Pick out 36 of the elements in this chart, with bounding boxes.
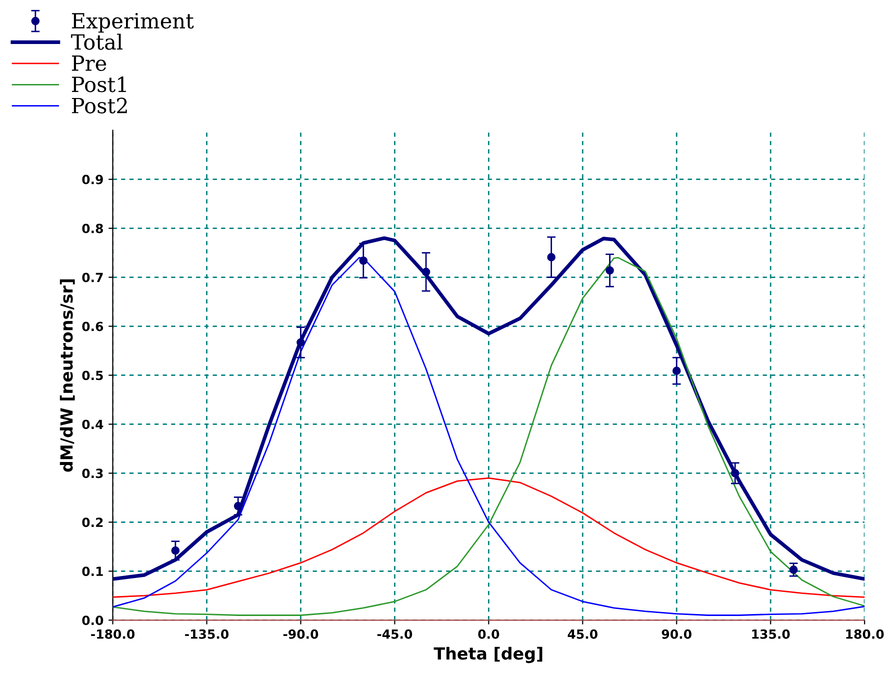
x-tick-label: 90.0 [662,629,692,639]
legend-label: Post2 [72,98,127,114]
y-tick-label: 0.9 [82,174,103,184]
y-tick-label: 0.8 [82,224,103,234]
line-series [112,477,865,598]
x-tick-label: -180.0 [91,629,135,639]
y-tick-label: 0.2 [82,518,103,528]
legend-label: Post1 [72,76,126,92]
x-tick-label: 180.0 [846,629,884,639]
x-tick-label: 0.0 [478,629,500,639]
y-tick-label: 0.3 [82,468,103,478]
x-axis-title: Theta [deg] [434,646,542,664]
point [730,469,740,478]
x-tick-label: -45.0 [377,629,412,639]
point [547,253,556,262]
y-tick-label: 0.1 [82,566,103,576]
point [606,266,614,275]
x-tick-label: 45.0 [568,629,598,639]
y-tick-label: 0.4 [82,420,104,430]
point [359,256,368,265]
y-tick-label: 0.0 [82,616,104,626]
point [171,546,180,555]
legend-label: Pre [72,56,106,72]
legend-label: Total [71,34,122,50]
x-tick-label: 135.0 [752,629,790,639]
x-tick-label: -135.0 [185,629,229,639]
point [296,338,305,347]
y-tick-label: 0.6 [82,322,104,332]
point [422,268,430,276]
point [789,566,798,574]
legend-label: Experiment [72,13,194,33]
y-axis-title: dM/dW [neutrons/sr] [60,279,75,472]
y-tick-label: 0.7 [82,272,103,282]
y-tick-label: 0.5 [82,370,103,380]
x-tick-label: -90.0 [283,629,318,639]
point [672,366,681,375]
